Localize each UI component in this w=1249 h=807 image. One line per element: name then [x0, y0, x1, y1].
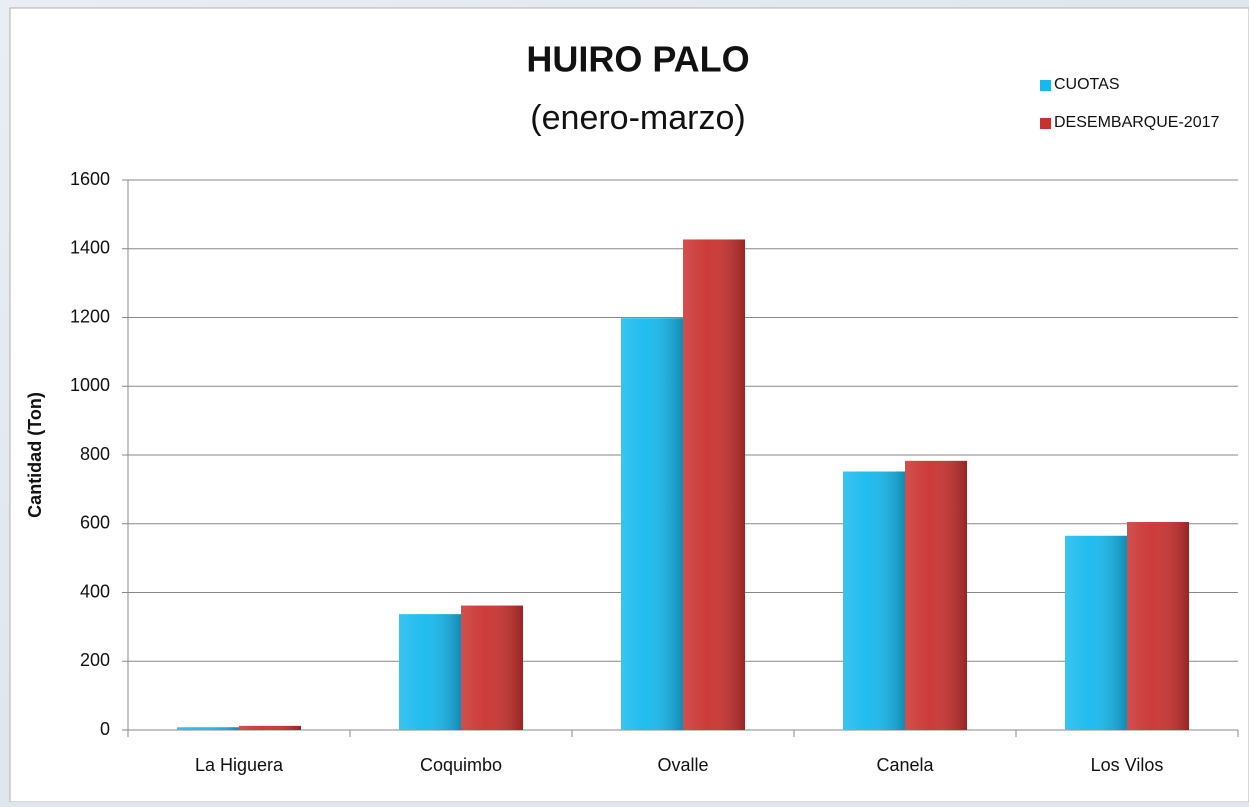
y-tick-label: 600 — [80, 513, 110, 533]
bar-shade — [843, 471, 905, 730]
bar-shade — [905, 460, 967, 730]
y-tick-label: 800 — [80, 444, 110, 464]
bar-shade — [177, 727, 239, 730]
bar-shade — [399, 614, 461, 730]
y-tick-label: 200 — [80, 650, 110, 670]
bar-shade — [621, 318, 683, 730]
y-axis-label: Cantidad (Ton) — [25, 392, 45, 518]
legend-label: CUOTAS — [1054, 76, 1119, 93]
y-tick-label: 1000 — [70, 375, 110, 395]
legend-swatch — [1040, 118, 1051, 129]
legend-label: DESEMBARQUE-2017 — [1054, 114, 1219, 131]
bar-shade — [1065, 535, 1127, 730]
legend-swatch — [1040, 80, 1051, 91]
chart-subtitle: (enero-marzo) — [530, 99, 745, 137]
y-tick-label: 400 — [80, 581, 110, 601]
bar-shade — [683, 239, 745, 730]
chart-title: HUIRO PALO — [526, 39, 749, 80]
x-tick-label: Coquimbo — [420, 755, 502, 775]
y-tick-label: 1400 — [70, 238, 110, 258]
x-tick-label: La Higuera — [195, 755, 284, 775]
y-tick-label: 1200 — [70, 306, 110, 326]
x-tick-label: Los Vilos — [1091, 755, 1164, 775]
y-tick-label: 0 — [100, 719, 110, 739]
bar-shade — [461, 605, 523, 730]
y-tick-label: 1600 — [70, 169, 110, 189]
x-tick-label: Ovalle — [657, 755, 708, 775]
bar-shade — [1127, 522, 1189, 730]
x-tick-label: Canela — [876, 755, 934, 775]
bar-shade — [239, 725, 301, 730]
